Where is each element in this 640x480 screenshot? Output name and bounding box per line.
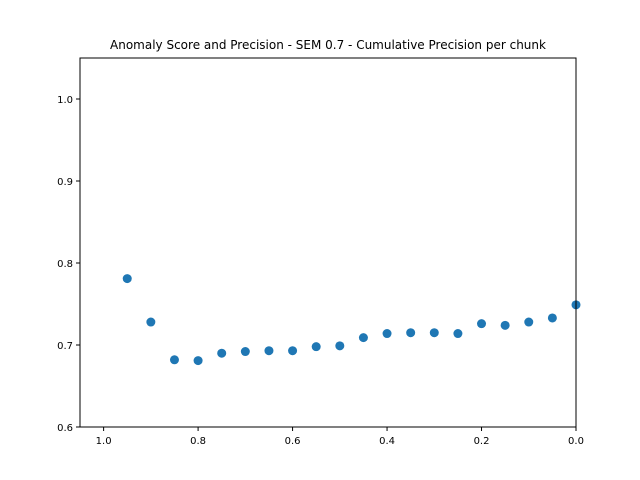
y-tick-label: 0.8 (57, 259, 73, 270)
x-tick-label: 0.8 (190, 436, 206, 447)
data-point (335, 341, 345, 351)
x-tick-label: 0.2 (474, 436, 490, 447)
y-tick-label: 0.7 (57, 341, 73, 352)
data-point (358, 333, 368, 343)
plot-frame (79, 57, 577, 428)
y-tick-label: 1.0 (57, 95, 73, 106)
data-point (146, 317, 156, 327)
y-tick-label: 0.6 (57, 423, 73, 434)
data-point (524, 317, 534, 327)
data-point (547, 313, 557, 323)
data-point (406, 328, 416, 338)
data-point (311, 342, 321, 352)
data-point (217, 348, 227, 358)
data-points (122, 274, 581, 366)
data-point (264, 346, 274, 356)
x-axis: 1.0 0.8 0.6 0.4 0.2 0.0 (96, 427, 584, 447)
x-tick-label: 1.0 (96, 436, 112, 447)
data-point (169, 355, 179, 365)
data-point (382, 329, 392, 339)
data-point (500, 320, 510, 330)
x-tick-label: 0.0 (568, 436, 584, 447)
data-point (453, 329, 463, 339)
data-point (288, 346, 298, 356)
chart-title: Anomaly Score and Precision - SEM 0.7 - … (110, 38, 546, 52)
x-tick-label: 0.6 (285, 436, 301, 447)
data-point (240, 347, 250, 357)
data-point (122, 274, 132, 284)
y-axis: 0.6 0.7 0.8 0.9 1.0 (57, 95, 80, 434)
data-point (193, 356, 203, 366)
x-tick-label: 0.4 (379, 436, 395, 447)
y-tick-label: 0.9 (57, 177, 73, 188)
data-point (477, 319, 487, 329)
data-point (429, 328, 439, 338)
